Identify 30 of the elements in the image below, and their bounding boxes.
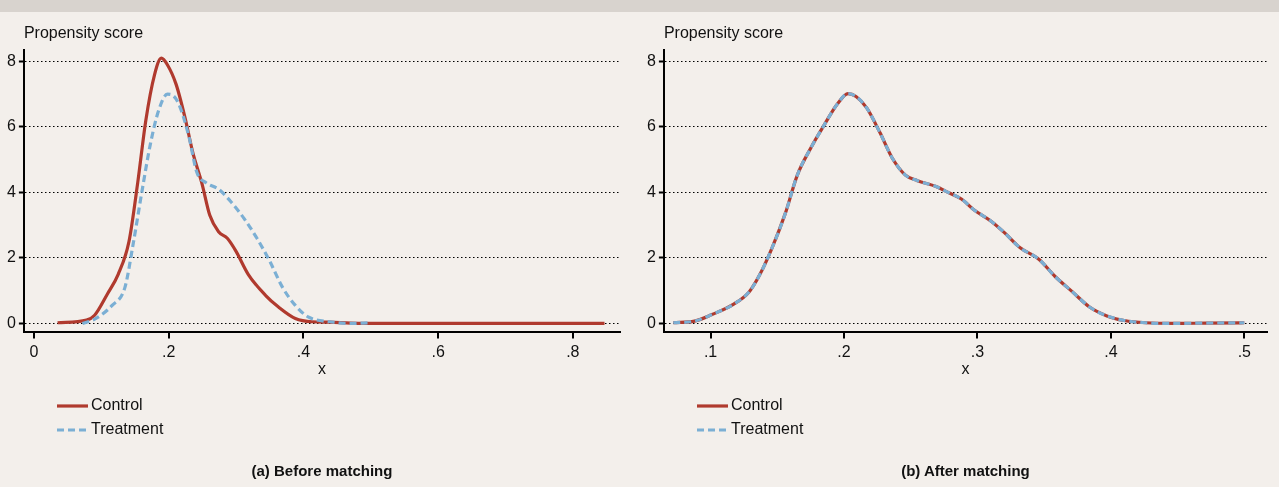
- x-tick-label: .4: [296, 342, 311, 360]
- x-axis-title: x: [961, 359, 970, 377]
- legend-label: Control: [91, 396, 143, 414]
- y-tick-label: 8: [6, 51, 16, 69]
- x-tick-label: .8: [566, 342, 580, 360]
- x-tick-label: .1: [703, 342, 718, 360]
- y-tick-label: 2: [6, 248, 16, 266]
- y-tick-label: 0: [6, 313, 16, 331]
- y-tick-label: 4: [646, 182, 656, 200]
- y-tick-label: 6: [6, 117, 16, 135]
- x-tick-label: .6: [431, 342, 445, 360]
- x-axis-title: x: [317, 359, 326, 377]
- x-tick-label: .2: [162, 342, 176, 360]
- y-axis-title: Propensity score: [23, 24, 144, 42]
- x-tick-label: .3: [970, 342, 985, 360]
- y-tick-label: 0: [646, 313, 656, 331]
- x-tick-label: 0: [29, 342, 39, 360]
- x-tick-label: .4: [1104, 342, 1118, 360]
- text: (b) After matching: [901, 462, 1030, 480]
- y-tick-label: 8: [646, 51, 656, 69]
- legend-label: Treatment: [91, 420, 164, 438]
- text: (a) Before matching: [251, 462, 393, 480]
- y-axis-title: Propensity score: [663, 24, 784, 42]
- y-tick-label: 4: [6, 182, 16, 200]
- y-tick-label: 6: [646, 117, 656, 135]
- x-tick-label: .5: [1237, 342, 1252, 360]
- y-tick-label: 2: [646, 248, 656, 266]
- legend-label: Control: [731, 396, 783, 414]
- legend-label: Treatment: [731, 420, 804, 438]
- x-tick-label: .2: [837, 342, 851, 360]
